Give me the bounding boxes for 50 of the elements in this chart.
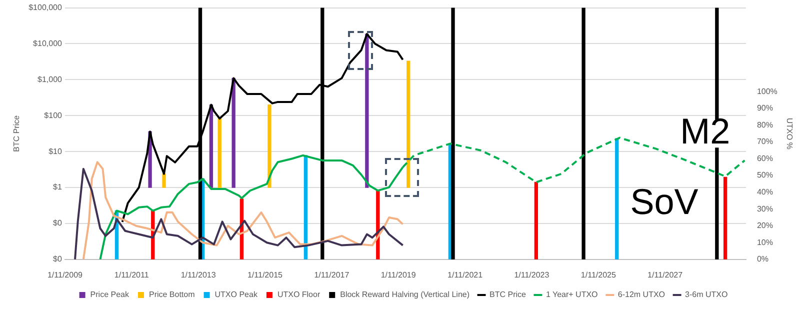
legend-label: Price Peak [90, 290, 130, 300]
bar [232, 78, 236, 188]
annotation: SoV [630, 180, 698, 222]
y2-tick-label: 10% [756, 238, 773, 247]
bar [451, 8, 455, 260]
y2-axis-title: UTXO % [784, 118, 794, 150]
legend-label: BTC Price [490, 290, 527, 300]
bar [406, 60, 410, 188]
x-tick-label: 1/11/2009 [47, 270, 84, 280]
x-tick-label: 1/11/2013 [180, 270, 216, 280]
y2-tick-label: 70% [756, 137, 773, 146]
x-tick-label: 1/11/2027 [648, 270, 684, 280]
x-tick-label: 1/11/2017 [314, 270, 350, 280]
annotation: M2 [680, 110, 730, 152]
y2-tick-label: 0% [756, 254, 768, 264]
legend-label: UTXO Floor [277, 290, 320, 300]
legend-label: UTXO Peak [214, 290, 258, 300]
bar [365, 34, 369, 188]
y-tick-label: $100,000 [28, 3, 63, 12]
y-tick-label: $0 [53, 254, 63, 264]
y2-tick-label: 100% [756, 86, 778, 96]
y-tick-label: $0 [53, 218, 63, 228]
x-tick-label: 1/11/2015 [247, 270, 284, 280]
x-tick-label: 1/11/2023 [514, 270, 550, 280]
legend-label: 1 Year+ UTXO [546, 290, 598, 300]
y2-tick-label: 20% [756, 221, 773, 230]
legend-label: 6-12m UTXO [618, 290, 666, 300]
y2-tick-label: 30% [756, 204, 773, 214]
y-tick-label: $1 [53, 182, 63, 192]
x-tick-label: 1/11/2011 [114, 270, 150, 280]
x-tick-label: 1/11/2025 [580, 270, 616, 280]
bar [162, 174, 166, 188]
y2-tick-label: 40% [756, 188, 773, 197]
legend-label: Block Reward Halving (Vertical Line) [340, 290, 470, 300]
bar [268, 104, 272, 188]
y-tick-label: $10 [48, 146, 63, 156]
x-tick-label: 1/11/2019 [380, 270, 416, 280]
legend-label: Price Bottom [148, 290, 196, 300]
bar [218, 118, 222, 188]
y2-tick-label: 90% [756, 104, 773, 113]
x-tick-label: 1/11/2021 [448, 270, 484, 280]
legend-label: 3-6m UTXO [685, 290, 728, 300]
y-axis-title: BTC Price [12, 114, 22, 152]
y2-tick-label: 50% [756, 170, 773, 180]
y2-tick-label: 80% [756, 120, 773, 130]
y-tick-label: $100 [44, 110, 63, 120]
y2-tick-label: 60% [756, 154, 773, 163]
y-tick-label: $1,000 [38, 74, 63, 84]
bar [582, 8, 586, 260]
y-tick-label: $10,000 [33, 38, 63, 48]
